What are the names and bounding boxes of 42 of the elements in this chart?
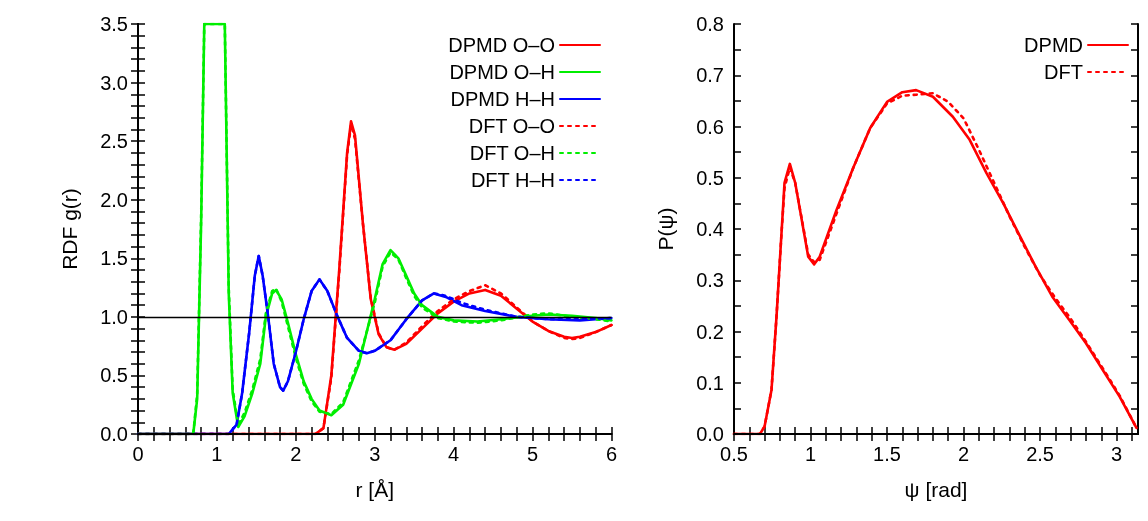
x-axis-title: ψ [rad] bbox=[904, 478, 968, 501]
y-axis-title: RDF g(r) bbox=[58, 188, 81, 270]
y-tick-label: 0.3 bbox=[696, 269, 724, 292]
x-tick-label: 2 bbox=[290, 443, 302, 465]
y-tick-label: 2.0 bbox=[100, 188, 128, 211]
legend-label: DFT bbox=[1044, 61, 1083, 83]
y-tick-label: 0.1 bbox=[696, 371, 724, 394]
x-tick-label: 0 bbox=[132, 443, 144, 465]
y-tick-label: 0.5 bbox=[696, 166, 724, 189]
y-tick-label: 3.0 bbox=[100, 71, 128, 94]
x-tick-label: 3 bbox=[369, 443, 381, 465]
y-axis-title: P(ψ) bbox=[654, 207, 677, 251]
x-tick-label: 1 bbox=[804, 443, 817, 465]
y-tick-label: 1.5 bbox=[100, 247, 128, 270]
x-tick-label: 6 bbox=[605, 443, 617, 465]
y-tick-label: 2.5 bbox=[100, 130, 128, 153]
y-tick-label: 1.0 bbox=[100, 305, 128, 328]
x-tick-label: 1.5 bbox=[873, 443, 901, 465]
legend-label: DPMD H–H bbox=[450, 88, 555, 110]
y-tick-label: 0.0 bbox=[696, 423, 724, 445]
y-tick-label: 3.5 bbox=[100, 13, 128, 35]
legend-label: DFT O–H bbox=[469, 142, 555, 164]
y-tick-label: 0.0 bbox=[100, 423, 128, 445]
x-tick-label: 2 bbox=[957, 443, 970, 465]
x-tick-label: 4 bbox=[448, 443, 460, 465]
x-tick-label: 5 bbox=[526, 443, 539, 465]
y-tick-label: 0.6 bbox=[696, 115, 724, 138]
x-tick-label: 3 bbox=[1111, 443, 1123, 465]
y-tick-label: 0.5 bbox=[100, 364, 128, 387]
x-tick-label: 1 bbox=[211, 443, 223, 465]
x-tick-label: 0.5 bbox=[720, 443, 748, 465]
y-tick-label: 0.8 bbox=[696, 13, 724, 35]
legend-label: DPMD O–O bbox=[448, 34, 555, 56]
y-tick-label: 0.7 bbox=[696, 64, 724, 87]
x-axis-title: r [Å] bbox=[355, 478, 394, 501]
legend-label: DFT O–O bbox=[468, 115, 555, 137]
legend-label: DPMD O–H bbox=[449, 61, 555, 83]
legend-label: DPMD bbox=[1024, 34, 1083, 56]
x-tick-label: 2.5 bbox=[1026, 443, 1054, 465]
legend-label: DFT H–H bbox=[470, 169, 555, 191]
y-tick-label: 0.2 bbox=[696, 320, 724, 343]
y-tick-label: 0.4 bbox=[696, 218, 724, 240]
